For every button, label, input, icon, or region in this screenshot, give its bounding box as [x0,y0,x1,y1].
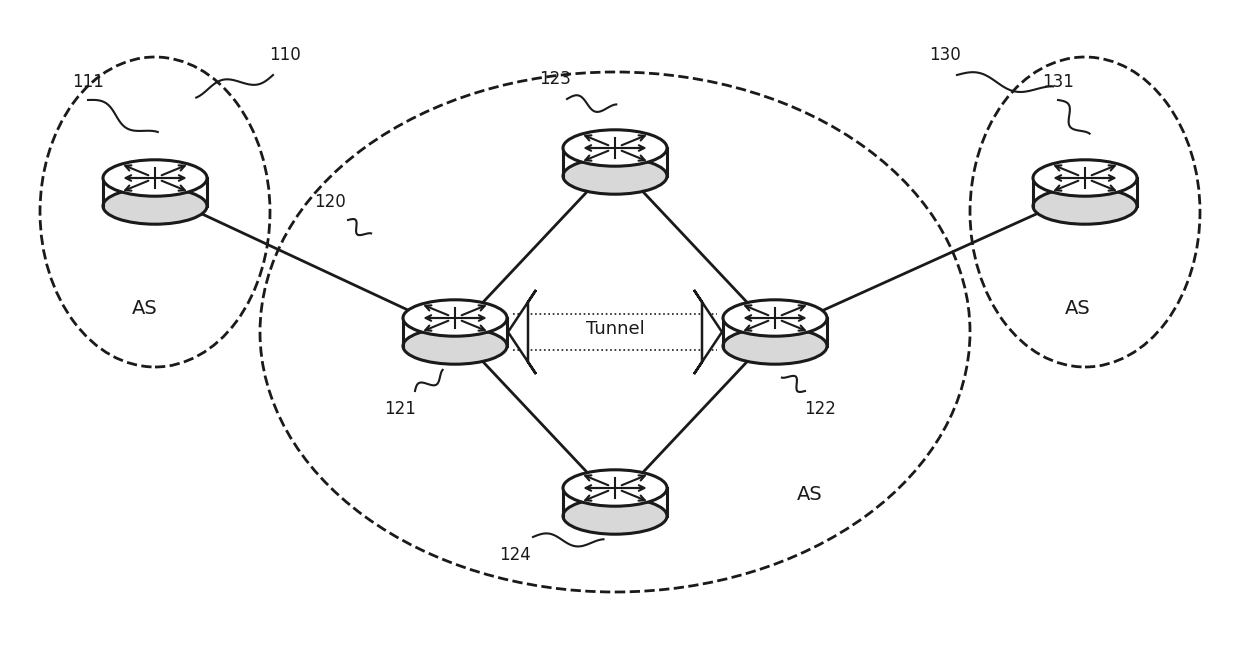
Ellipse shape [103,188,207,225]
Polygon shape [694,290,722,374]
Polygon shape [403,318,507,346]
Polygon shape [563,488,667,516]
Ellipse shape [563,130,667,166]
Polygon shape [508,290,536,374]
Text: 122: 122 [804,400,836,418]
Polygon shape [103,178,207,206]
Polygon shape [563,148,667,176]
Polygon shape [723,318,827,346]
Text: 110: 110 [269,46,301,64]
Ellipse shape [723,300,827,336]
Text: Tunnel: Tunnel [585,320,645,338]
Ellipse shape [723,328,827,364]
Ellipse shape [563,498,667,534]
Ellipse shape [103,160,207,196]
Text: AS: AS [133,300,157,318]
Text: AS: AS [797,485,823,505]
Text: 120: 120 [314,193,346,211]
Text: 111: 111 [72,73,104,91]
Text: 123: 123 [539,70,570,88]
Text: 124: 124 [500,546,531,564]
Ellipse shape [403,300,507,336]
Ellipse shape [563,158,667,194]
Ellipse shape [1033,160,1137,196]
Text: 131: 131 [1042,73,1074,91]
Text: 121: 121 [384,400,415,418]
Ellipse shape [403,328,507,364]
Polygon shape [1033,178,1137,206]
Text: AS: AS [1065,300,1091,318]
Ellipse shape [563,470,667,506]
Text: 130: 130 [929,46,961,64]
Ellipse shape [1033,188,1137,225]
